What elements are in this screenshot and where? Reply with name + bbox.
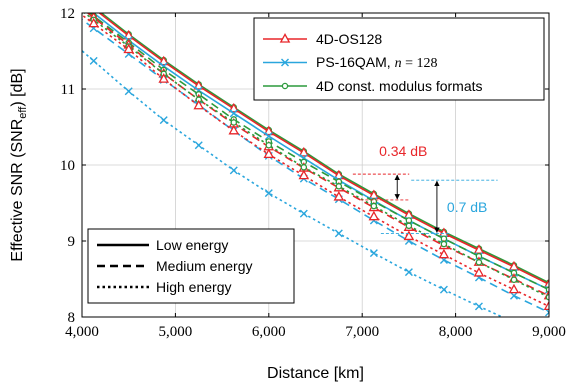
series-4d-os128-high-energy-point xyxy=(333,190,345,201)
series-4d-const-modulus-formats-high-energy-point xyxy=(335,183,343,190)
series-ps-16qam-n-128-high-energy-point xyxy=(404,268,413,277)
series-4d-const-modulus-formats-high-energy-point xyxy=(545,293,549,301)
x-tick-label: 5,000 xyxy=(159,324,193,340)
series-4d-os128-medium-energy-line xyxy=(86,13,549,297)
series-4d-os128-low-energy-point xyxy=(263,125,275,136)
series-4d-const-modulus-formats-high-energy-point xyxy=(440,240,448,248)
series-ps-16qam-n-128-high-energy-point xyxy=(159,116,168,125)
format-legend-key-marker xyxy=(281,82,289,90)
series-ps-16qam-n-128-high-energy-point xyxy=(229,166,238,175)
series-ps-16qam-n-128-low-energy-point xyxy=(264,132,273,141)
series-4d-const-modulus-formats-high-energy-point xyxy=(370,202,378,210)
series-ps-16qam-n-128-high-energy-point xyxy=(124,87,133,96)
series-ps-16qam-n-128-high-energy-point xyxy=(264,189,273,198)
series-4d-const-modulus-formats-high-energy-point xyxy=(300,164,308,171)
series-4d-os128-high-energy-line xyxy=(82,14,549,308)
series-4d-const-modulus-formats-high-energy-point xyxy=(405,222,413,230)
series-4d-os128-low-energy-point xyxy=(193,80,205,90)
series-4d-os128-high-energy xyxy=(82,14,549,311)
series-4d-os128-high-energy-point xyxy=(193,99,205,110)
legend-entry-high-energy: High energy xyxy=(156,279,232,295)
series-ps-16qam-n-128-high-energy xyxy=(82,49,517,326)
series-ps-16qam-n-128-low-energy-point xyxy=(545,285,549,294)
series-4d-os128-low-energy-point xyxy=(543,278,549,288)
x-tick-label: 9,000 xyxy=(532,324,566,340)
series-4d-os128-low-energy-point xyxy=(123,29,135,40)
axis-ticks: 4,000 5,000 6,000 7,000 8,000 9,000 8 9 10 11 12 xyxy=(60,6,566,340)
series-ps-16qam-n-128-high-energy-point xyxy=(474,302,483,311)
format-legend-keys xyxy=(263,33,307,90)
y-tick-label: 11 xyxy=(61,82,75,98)
series-ps-16qam-n-128-low-energy-point xyxy=(229,109,238,118)
series-4d-const-modulus-formats-high-energy-point xyxy=(510,276,518,284)
legend-entry-medium-energy: Medium energy xyxy=(156,258,253,274)
series-ps-16qam-n-128-medium-energy-point xyxy=(545,308,549,317)
legend-entry-ps-16qam: PS-16QAM, n = 128 xyxy=(316,54,438,71)
series-4d-os128-low-energy-point xyxy=(89,4,97,12)
series-ps-16qam-n-128-high-energy-point xyxy=(334,229,343,238)
series-4d-os128-high-energy-point xyxy=(473,266,485,277)
series-4d-os128-high-energy-point xyxy=(228,124,240,135)
series-4d-os128-high-energy-point xyxy=(263,148,275,159)
energy-legend: Low energy Medium energy High energy xyxy=(87,228,295,304)
format-legend-key-marker xyxy=(279,33,291,43)
series-ps-16qam-n-128-high-energy-point xyxy=(439,285,448,294)
format-legend: 4D-OS128 PS-16QAM, n = 128 4D const. mod… xyxy=(253,17,545,101)
series-4d-os128-high-energy-point xyxy=(158,73,170,83)
series-4d-os128-high-energy-point xyxy=(298,169,310,180)
series-4d-os128-low-energy-point xyxy=(298,146,310,157)
series-4d-os128-high-energy-point xyxy=(123,43,135,54)
series-4d-const-modulus-formats-high-energy-point xyxy=(475,259,483,266)
y-tick-label: 9 xyxy=(68,234,76,250)
series-4d-const-modulus-formats-high-energy-point xyxy=(230,119,238,126)
x-tick-label: 8,000 xyxy=(439,324,473,340)
series-ps-16qam-n-128-high-energy-point xyxy=(369,249,378,258)
series-4d-os128-high-energy-point xyxy=(403,230,415,241)
x-tick-label: 7,000 xyxy=(345,324,379,340)
series-4d-os128-high-energy-point xyxy=(368,210,380,221)
x-axis-title: Distance [km] xyxy=(267,365,364,382)
series-4d-os128-high-energy-point xyxy=(543,300,549,311)
series-ps-16qam-n-128-high-energy-point xyxy=(510,319,517,326)
series-4d-os128-high-energy-point xyxy=(438,248,450,259)
y-tick-label: 10 xyxy=(60,158,75,174)
series-4d-const-modulus-formats-low-energy-point xyxy=(91,4,96,9)
series-4d-os128-low-energy-point xyxy=(158,55,170,66)
series-ps-16qam-n-128-high-energy-point xyxy=(299,209,308,218)
annotations: 0.34 dB 0.7 dB xyxy=(352,143,498,234)
x-tick-label: 4,000 xyxy=(65,324,99,340)
x-tick-label: 6,000 xyxy=(252,324,286,340)
energy-legend-box xyxy=(87,228,295,304)
series-4d-const-modulus-formats-medium-energy-point xyxy=(545,286,549,293)
legend-entry-4d-const-modulus: 4D const. modulus formats xyxy=(316,78,483,94)
series-4d-os128-high-energy-point xyxy=(508,283,520,294)
series-ps-16qam-n-128-high-energy-line xyxy=(82,49,505,317)
series-4d-const-modulus-formats-high-energy-point xyxy=(265,141,273,149)
format-legend-key-marker xyxy=(281,58,289,67)
y-tick-label: 12 xyxy=(60,6,75,22)
series-ps-16qam-n-128-high-energy-point xyxy=(194,141,203,150)
annotation-07-label: 0.7 dB xyxy=(447,199,487,215)
series-layer xyxy=(82,4,549,326)
series-ps-16qam-n-128-medium-energy-point xyxy=(509,291,518,300)
legend-entry-4d-os128: 4D-OS128 xyxy=(316,31,382,47)
annotation-034-label: 0.34 dB xyxy=(379,143,427,159)
y-tick-label: 8 xyxy=(68,310,76,326)
series-4d-os128-high-energy-point xyxy=(88,17,99,28)
series-4d-os128-low-energy-point xyxy=(228,102,240,113)
series-ps-16qam-n-128-high-energy-point xyxy=(89,56,98,65)
y-axis-title: Effective SNR (SNReff) [dB] xyxy=(9,68,29,261)
legend-entry-low-energy: Low energy xyxy=(156,237,228,253)
